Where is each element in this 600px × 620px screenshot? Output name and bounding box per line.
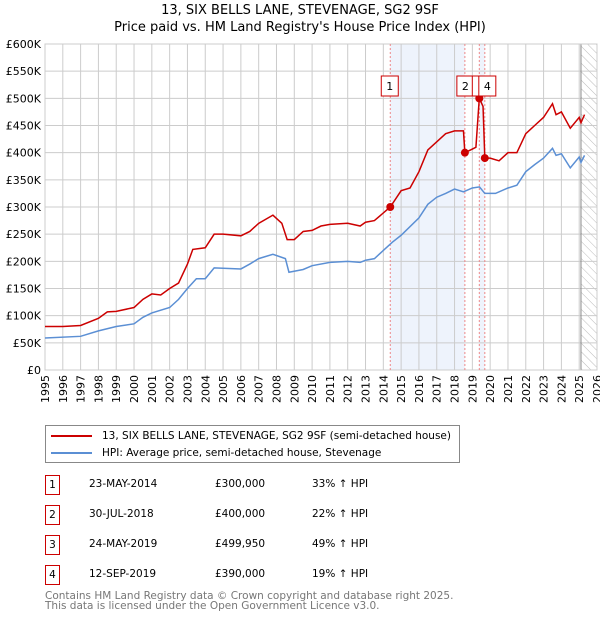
y-tick-label: £350K: [6, 174, 42, 187]
x-tick-label: 2011: [324, 375, 337, 403]
legend-label-property: 13, SIX BELLS LANE, STEVENAGE, SG2 9SF (…: [102, 430, 451, 442]
property-price-line: [45, 98, 586, 328]
transaction-hpi-change: 22% ↑ HPI: [312, 508, 369, 520]
transaction-price: £300,000: [215, 478, 266, 490]
transaction-price: £499,950: [215, 538, 266, 550]
x-tick-label: 1997: [75, 375, 88, 403]
legend-swatch-red: [51, 435, 92, 437]
legend-label-hpi: HPI: Average price, semi-detached house,…: [102, 447, 382, 459]
hpi-line: [44, 147, 586, 339]
x-tick-label: 2017: [431, 375, 444, 403]
x-tick-label: 2022: [520, 375, 533, 403]
table-row: 3 24-MAY-2019 £499,950 49% ↑ HPI: [45, 535, 465, 555]
transaction-date: 12-SEP-2019: [89, 568, 157, 580]
x-tick-label: 2018: [449, 375, 462, 403]
y-tick-label: £450K: [6, 120, 42, 133]
transaction-label-2: 2: [456, 75, 475, 97]
y-tick-label: £100K: [6, 310, 42, 323]
table-row: 1 23-MAY-2014 £300,000 33% ↑ HPI: [45, 475, 465, 495]
footer-licence: This data is licensed under the Open Gov…: [45, 600, 380, 612]
y-tick-label: £150K: [6, 283, 42, 296]
footer: Contains HM Land Registry data © Crown c…: [45, 590, 454, 612]
transaction-label-text: 1: [386, 80, 393, 93]
y-tick-label: £500K: [6, 92, 42, 105]
chart-subtitle: Price paid vs. HM Land Registry's House …: [114, 20, 486, 35]
x-tick-label: 1998: [92, 375, 105, 403]
x-tick-label: 2007: [253, 375, 266, 403]
x-tick-label: 1999: [110, 375, 123, 403]
y-tick-label: £0: [27, 364, 41, 377]
transaction-label-text: 4: [484, 80, 491, 93]
x-tick-label: 2026: [591, 375, 600, 403]
x-tick-label: 2006: [235, 375, 248, 403]
x-tick-label: 2000: [128, 375, 141, 403]
x-tick-label: 2023: [538, 375, 551, 403]
transaction-number-badge: 1: [45, 475, 60, 495]
table-row: 4 12-SEP-2019 £390,000 19% ↑ HPI: [45, 565, 465, 585]
y-tick-label: £300K: [6, 201, 42, 214]
x-tick-label: 2005: [217, 375, 230, 403]
x-tick-label: 2010: [306, 375, 319, 403]
x-tick-label: 2015: [395, 375, 408, 403]
x-tick-label: 2003: [181, 375, 194, 403]
transaction-hpi-change: 19% ↑ HPI: [312, 568, 369, 580]
price-chart: £0 £50K £100K £150K £200K £250K £300K £350K £400…: [6, 38, 600, 403]
x-tick-label: 2019: [466, 375, 479, 403]
x-tick-label: 2009: [288, 375, 301, 403]
table-row: 2 30-JUL-2018 £400,000 22% ↑ HPI: [45, 505, 465, 525]
transaction-marker: [480, 154, 489, 163]
x-tick-label: 2008: [270, 375, 283, 403]
transaction-label-box: [380, 75, 399, 97]
transaction-hpi-change: 49% ↑ HPI: [312, 538, 369, 550]
transaction-date: 24-MAY-2019: [89, 538, 158, 550]
legend-swatch-blue: [51, 452, 92, 454]
legend-item-hpi: HPI: Average price, semi-detached house,…: [51, 445, 381, 461]
x-tick-label: 1996: [57, 375, 70, 403]
y-tick-label: £50K: [13, 337, 42, 350]
x-tick-label: 2020: [484, 375, 497, 403]
x-tick-label: 2002: [164, 375, 177, 403]
x-tick-label: 2013: [360, 375, 373, 403]
footer-copyright: Contains HM Land Registry data © Crown c…: [45, 590, 454, 602]
x-tick-label: 1995: [39, 375, 52, 403]
transaction-date: 30-JUL-2018: [89, 508, 154, 520]
chart-title: 13, SIX BELLS LANE, STEVENAGE, SG2 9SF: [161, 3, 439, 18]
x-tick-label: 2016: [413, 375, 426, 403]
x-tick-label: 2025: [573, 375, 586, 403]
y-tick-label: £600K: [6, 38, 42, 51]
transaction-price: £390,000: [215, 568, 266, 580]
transaction-label-text: 2: [462, 80, 469, 93]
x-tick-label: 2001: [146, 375, 159, 403]
transaction-number-badge: 3: [45, 535, 60, 555]
transaction-label-4: 4: [478, 75, 497, 97]
legend-item-property: 13, SIX BELLS LANE, STEVENAGE, SG2 9SF (…: [51, 428, 451, 444]
transaction-hpi-change: 33% ↑ HPI: [312, 478, 369, 490]
transaction-date: 23-MAY-2014: [89, 478, 158, 490]
legend: 13, SIX BELLS LANE, STEVENAGE, SG2 9SF (…: [45, 425, 460, 463]
x-tick-label: 2021: [502, 375, 515, 403]
transaction-label-1: 1: [380, 75, 399, 97]
transaction-marker: [460, 148, 469, 157]
transaction-number-badge: 4: [45, 565, 60, 585]
y-tick-label: £250K: [6, 228, 42, 241]
transaction-number-badge: 2: [45, 505, 60, 525]
transaction-price: £400,000: [215, 508, 266, 520]
x-tick-label: 2014: [377, 375, 390, 403]
x-tick-label: 2004: [199, 375, 212, 403]
y-tick-label: £550K: [6, 65, 42, 78]
x-tick-label: 2024: [555, 375, 568, 403]
y-tick-label: £200K: [6, 255, 42, 268]
y-tick-label: £400K: [6, 147, 42, 160]
transaction-marker: [386, 203, 395, 211]
transaction-label-box: [478, 75, 497, 97]
x-tick-label: 2012: [342, 375, 355, 403]
plot-border: [44, 43, 598, 371]
